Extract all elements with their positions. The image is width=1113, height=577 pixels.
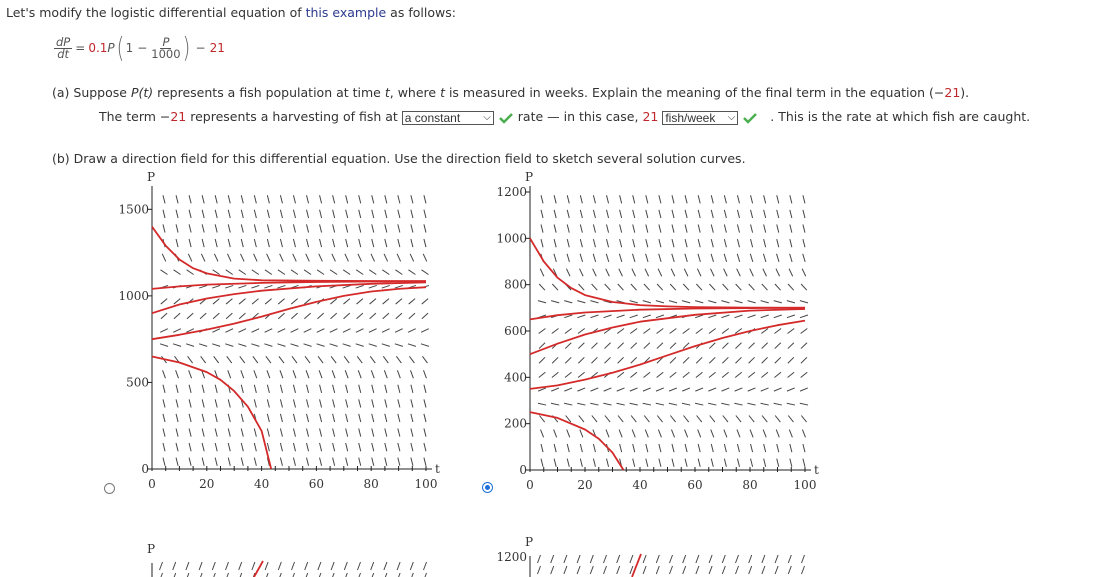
- qa-mid2: , where: [389, 85, 441, 100]
- option-1-radio[interactable]: [104, 483, 115, 494]
- direction-field-chart-3: P: [147, 542, 427, 577]
- rate-type-select[interactable]: a constant ⌵: [401, 110, 494, 125]
- rate-unit-select[interactable]: fish/week ⌵: [662, 110, 739, 125]
- ans-val: 21: [170, 109, 187, 124]
- svg-text:500: 500: [126, 375, 149, 389]
- svg-text:t: t: [435, 462, 440, 476]
- qa-term-val: 21: [944, 85, 961, 100]
- svg-text:80: 80: [742, 478, 757, 492]
- dp: dP: [54, 34, 73, 49]
- svg-text:0: 0: [526, 478, 534, 492]
- rate-unit-value: fish/week: [665, 110, 716, 125]
- p-over-1000: P 1000: [151, 34, 181, 61]
- svg-text:1000: 1000: [118, 289, 149, 303]
- intro-prefix: Let's modify the logistic differential e…: [6, 5, 306, 20]
- svg-text:t: t: [814, 463, 819, 477]
- svg-text:P: P: [525, 170, 533, 184]
- qa-t1: t: [384, 85, 390, 100]
- close-paren: ): [182, 31, 190, 64]
- var-p: P: [107, 41, 115, 55]
- qa-prefix: (a) Suppose: [52, 85, 131, 100]
- intro-suffix: as follows:: [386, 5, 456, 20]
- svg-text:1000: 1000: [496, 231, 527, 245]
- ans-suffix: . This is the rate at which fish are cau…: [770, 109, 1031, 124]
- qa-term-open: (−: [929, 85, 945, 100]
- harvest-value: 21: [209, 41, 225, 55]
- chevron-down-icon: ⌵: [727, 112, 736, 123]
- frac-den: 1000: [151, 46, 181, 61]
- qa-term-close: ).: [960, 85, 970, 100]
- ans-mid: represents a harvesting of fish at: [186, 109, 402, 124]
- svg-text:0: 0: [519, 463, 527, 477]
- svg-text:800: 800: [504, 278, 527, 292]
- minus: −: [137, 41, 148, 55]
- svg-text:100: 100: [794, 478, 817, 492]
- chevron-down-icon: ⌵: [483, 112, 491, 123]
- svg-text:80: 80: [364, 477, 379, 491]
- ans-mid2: rate — in this case,: [517, 109, 643, 124]
- dp-dt-fraction: dP dt: [54, 34, 73, 61]
- part-a-answer: The term −21 represents a harvesting of …: [99, 109, 1030, 125]
- this-example-link[interactable]: this example: [305, 5, 387, 20]
- qa-suffix: is measured in weeks. Explain the meanin…: [444, 85, 930, 100]
- rate-type-value: a constant: [404, 110, 461, 125]
- svg-text:200: 200: [504, 417, 527, 431]
- equation: dP dt = 0.1 P ( 1 − P 1000 ) − 21: [54, 34, 225, 62]
- equals: =: [75, 41, 86, 55]
- svg-text:P: P: [147, 542, 155, 556]
- open-paren: (: [116, 31, 124, 64]
- ans-val2: 21: [642, 109, 659, 124]
- qa-mid: represents a fish population at time: [157, 85, 385, 100]
- svg-text:60: 60: [687, 478, 702, 492]
- svg-text:100: 100: [415, 477, 438, 491]
- frac-num: P: [160, 34, 172, 49]
- part-a-question: (a) Suppose P(t) represents a fish popul…: [52, 85, 969, 100]
- svg-text:40: 40: [632, 478, 647, 492]
- minus2: −: [195, 41, 206, 55]
- qa-func: P(t): [130, 85, 154, 100]
- svg-text:1500: 1500: [118, 202, 149, 216]
- qa-t2: t: [440, 85, 445, 100]
- svg-text:20: 20: [577, 478, 592, 492]
- svg-text:P: P: [147, 170, 155, 184]
- svg-text:60: 60: [309, 477, 324, 491]
- svg-text:20: 20: [199, 477, 214, 491]
- svg-text:1200: 1200: [496, 550, 527, 564]
- checkmark-icon: [743, 112, 758, 124]
- svg-text:600: 600: [504, 324, 527, 338]
- one: 1: [125, 41, 134, 55]
- svg-text:0: 0: [141, 462, 149, 476]
- svg-text:P: P: [525, 535, 533, 549]
- checkmark-icon: [498, 112, 513, 124]
- dt: dt: [57, 46, 70, 61]
- svg-text:40: 40: [254, 477, 269, 491]
- intro-text: Let's modify the logistic differential e…: [6, 5, 456, 20]
- coef: 0.1: [88, 41, 108, 55]
- svg-text:0: 0: [148, 477, 156, 491]
- option-2-radio[interactable]: [482, 482, 493, 493]
- part-b-question: (b) Draw a direction field for this diff…: [52, 151, 746, 166]
- svg-text:1200: 1200: [496, 185, 527, 199]
- svg-text:400: 400: [504, 370, 527, 384]
- ans-prefix: The term −: [99, 109, 171, 124]
